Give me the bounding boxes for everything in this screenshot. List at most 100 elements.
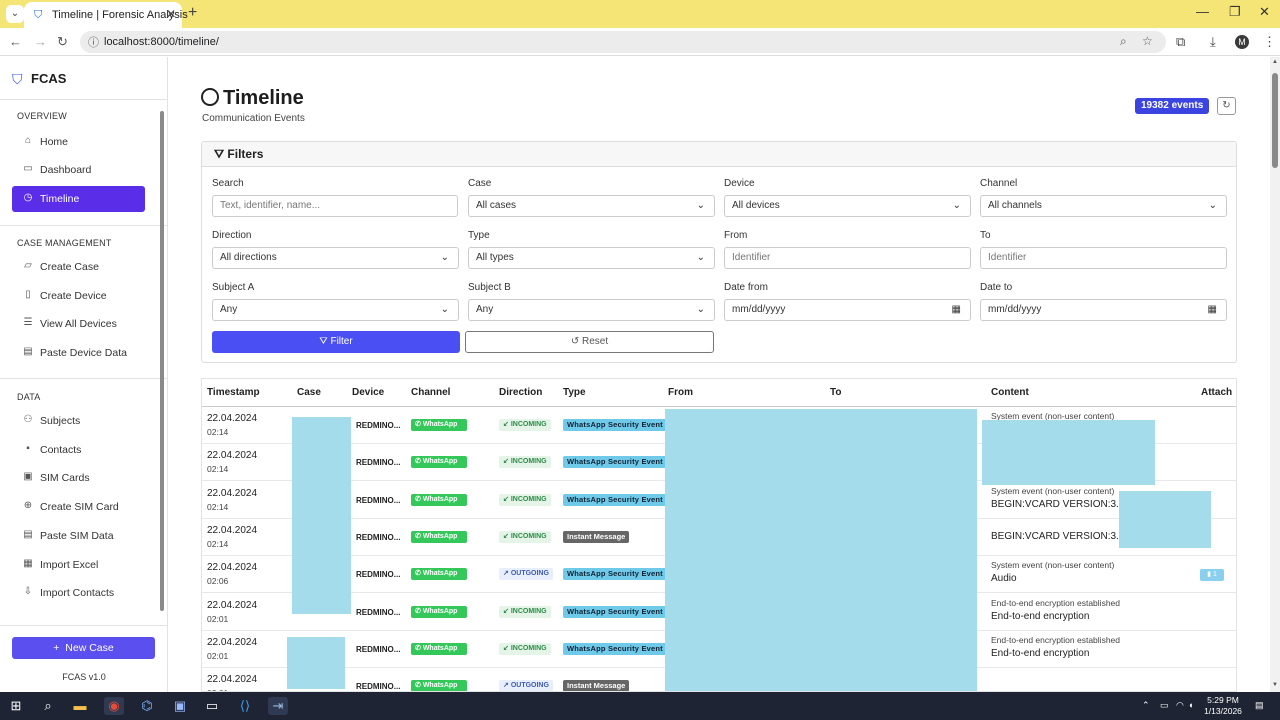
sidebar-item-paste-sim-data[interactable]: ▤ Paste SIM Data [12,523,145,549]
sidebar-item-label: Timeline [40,193,80,205]
more-menu-icon[interactable]: ⋮ [1263,34,1276,49]
sidebar-item-label: Create Device [40,290,107,302]
col-case[interactable]: Case [297,387,321,398]
direction-badge: ↗ OUTGOING [499,568,553,581]
scrollbar-thumb[interactable] [160,111,164,611]
row-device: REDMINO... [356,682,401,692]
calendar-icon[interactable]: ▦ [951,304,961,315]
new-tab-icon[interactable]: + [188,4,198,21]
to-input[interactable]: Identifier [980,247,1227,269]
table-row[interactable]: 22.04.2024 02:01 REDMINO... ✆ WhatsApp ↗ OUT… [202,668,1236,692]
col-to[interactable]: To [830,387,842,398]
url-field[interactable]: ⓘ localhost:8000/timeline/ ⌕ ☆ [80,31,1166,53]
browser-tab[interactable]: ⛉ Timeline | Forensic Analysis ✕ [24,2,188,28]
extensions-icon[interactable]: ⧉ [1176,34,1186,49]
search-icon[interactable]: ⌕ [44,698,52,713]
zoom-icon[interactable]: ⌕ [1120,34,1127,48]
direction-select[interactable]: All directions ⌄ [212,247,459,269]
subject-a-select[interactable]: Any ⌄ [212,299,459,321]
page-scrollbar[interactable]: ▲ ▼ [1270,57,1280,692]
file-explorer-icon[interactable]: ▬ [73,698,87,713]
url-text[interactable]: localhost:8000/timeline/ [104,36,219,48]
content-subtext: System event (non-user content) [991,560,1115,571]
col-content[interactable]: Content [991,387,1029,398]
dashboard-icon: ▭ [23,163,33,174]
sidebar-item-import-excel[interactable]: ▦ Import Excel [12,552,145,578]
case-select[interactable]: All cases ⌄ [468,195,715,217]
windows-start-icon[interactable]: ⊞ [10,698,22,713]
type-select[interactable]: All types ⌄ [468,247,715,269]
col-channel[interactable]: Channel [411,387,451,398]
contacts-icon: ▪ [26,443,30,454]
subject-a-select-value: Any [220,304,238,315]
sidebar-item-create-sim-card[interactable]: ⊕ Create SIM Card [12,494,145,520]
reset-button[interactable]: ↺ Reset [465,331,714,353]
forward-icon[interactable]: → [34,34,47,49]
chevron-down-icon: ⌄ [696,304,705,315]
col-attach[interactable]: Attach [1201,387,1233,398]
col-direction[interactable]: Direction [499,387,543,398]
tab-search-icon[interactable]: ⌄ [6,5,24,23]
maximize-icon[interactable]: ❐ [1229,4,1241,19]
terminal-icon[interactable]: ⌬ [141,698,153,713]
sidebar-scrollbar[interactable] [159,101,165,621]
network-icon[interactable]: ▭ [1160,700,1169,710]
refresh-button[interactable]: ↻ [1217,97,1236,115]
close-window-icon[interactable]: ✕ [1259,4,1270,19]
remote-icon[interactable]: ⇥ [268,697,288,715]
sidebar-item-create-device[interactable]: ▯ Create Device [12,283,145,309]
sidebar-item-home[interactable]: ⌂ Home [12,129,145,155]
sidebar-item-timeline[interactable]: ◷ Timeline [12,186,145,212]
direction-badge: ↙ INCOMING [499,419,551,431]
notification-icon[interactable]: ▤ [1255,700,1264,710]
cmd-icon[interactable]: ▭ [205,698,219,713]
date-from-input[interactable]: mm/dd/yyyy ▦ [724,299,971,321]
scroll-up-icon[interactable]: ▲ [1272,59,1278,65]
sidebar-item-paste-device-data[interactable]: ▤ Paste Device Data [12,340,145,366]
events-table: Timestamp Case Device Channel Direction … [201,378,1237,692]
search-input[interactable]: Text, identifier, name... [212,195,458,217]
new-case-button[interactable]: + New Case [12,637,155,659]
scrollbar-thumb[interactable] [1272,73,1278,168]
content-text: BEGIN:VCARD VERSION:3.0 N: [991,498,1138,510]
profile-avatar[interactable]: M [1235,35,1249,49]
calendar-icon[interactable]: ▦ [1207,304,1217,315]
taskbar-clock[interactable]: 5:29 PM 1/13/2026 [1198,695,1248,717]
volume-icon[interactable]: ◖ [1188,700,1194,710]
col-from[interactable]: From [668,387,693,398]
col-type[interactable]: Type [563,387,586,398]
chrome-icon[interactable]: ◉ [104,697,124,715]
col-timestamp[interactable]: Timestamp [207,387,260,398]
sidebar-item-dashboard[interactable]: ▭ Dashboard [12,157,145,183]
reload-icon[interactable]: ↻ [57,34,68,49]
from-input[interactable]: Identifier [724,247,971,269]
close-tab-icon[interactable]: ✕ [166,7,177,21]
app-icon[interactable]: ▣ [173,698,187,713]
back-icon[interactable]: ← [9,34,22,49]
vscode-icon[interactable]: ⟨⟩ [239,698,251,713]
channel-select[interactable]: All channels ⌄ [980,195,1227,217]
list-icon: ☰ [23,317,33,328]
sidebar-item-view-all-devices[interactable]: ☰ View All Devices [12,311,145,337]
row-date: 22.04.2024 [207,674,258,686]
date-to-input[interactable]: mm/dd/yyyy ▦ [980,299,1227,321]
sidebar-item-sim-cards[interactable]: ▣ SIM Cards [12,465,145,491]
sidebar-item-create-case[interactable]: ▱ Create Case [12,254,145,280]
filter-button[interactable]: ⛛ Filter [212,331,460,353]
attachment-badge[interactable]: ▮ 1 [1200,569,1224,582]
col-device[interactable]: Device [352,387,385,398]
download-icon[interactable]: ⤓ [1210,34,1216,49]
site-info-icon[interactable]: ⓘ [88,37,99,49]
minimize-icon[interactable]: — [1196,4,1209,19]
channel-text: WhatsApp [422,607,458,615]
bookmark-star-icon[interactable]: ☆ [1142,34,1153,48]
sidebar-item-contacts[interactable]: ▪ Contacts [12,437,145,463]
tray-chevron-icon[interactable]: ⌃ [1142,700,1150,710]
subject-b-select[interactable]: Any ⌄ [468,299,715,321]
scroll-down-icon[interactable]: ▼ [1272,682,1278,688]
sidebar-item-import-contacts[interactable]: ⇩ Import Contacts [12,580,145,606]
device-select[interactable]: All devices ⌄ [724,195,971,217]
sidebar-item-subjects[interactable]: ⚇ Subjects [12,408,145,434]
clock-date: 1/13/2026 [1204,706,1242,716]
wifi-icon[interactable]: ◠ [1176,700,1184,710]
